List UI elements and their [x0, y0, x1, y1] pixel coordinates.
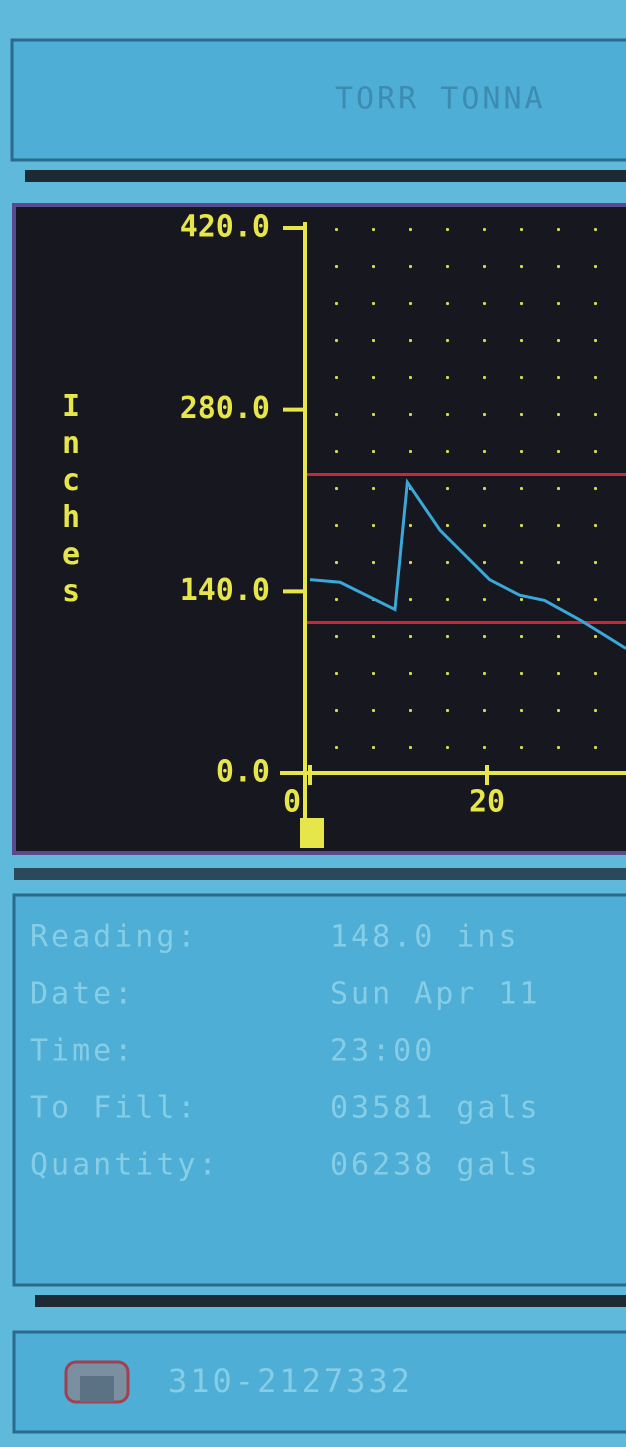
cursor: [300, 818, 324, 848]
y-tick-label: 140.0: [180, 573, 270, 608]
info-label: Quantity:: [30, 1148, 220, 1183]
info-value: 03581 gals: [330, 1091, 541, 1126]
x-tick-label: 0: [283, 785, 301, 820]
info-value: 06238 gals: [330, 1148, 541, 1183]
y-tick-label: 420.0: [180, 210, 270, 245]
header-title: TORR TONNA: [335, 82, 546, 117]
info-value: Sun Apr 11: [330, 977, 541, 1012]
divider: [35, 1295, 626, 1307]
info-value: 148.0 ins: [330, 920, 520, 955]
x-tick-label: 20: [469, 785, 505, 820]
phone-number: 310-2127332: [168, 1362, 413, 1400]
info-value: 23:00: [330, 1034, 435, 1069]
y-tick-label: 280.0: [180, 391, 270, 426]
page: TORR TONNA Inches 310-2127332 0.0 140.0 28…: [0, 0, 626, 1447]
screen: TORR TONNA Inches 310-2127332 0.0 140.0 28…: [0, 0, 626, 1447]
info-label: Reading:: [30, 920, 199, 955]
info-label: Time:: [30, 1034, 135, 1069]
divider: [14, 868, 626, 880]
info-label: To Fill:: [30, 1091, 199, 1126]
divider: [25, 170, 626, 182]
dot-grid: [310, 212, 626, 772]
y-axis-label: Inches: [54, 389, 89, 611]
info-label: Date:: [30, 977, 135, 1012]
y-tick-label: 0.0: [216, 755, 270, 790]
phone-icon: [66, 1362, 128, 1402]
